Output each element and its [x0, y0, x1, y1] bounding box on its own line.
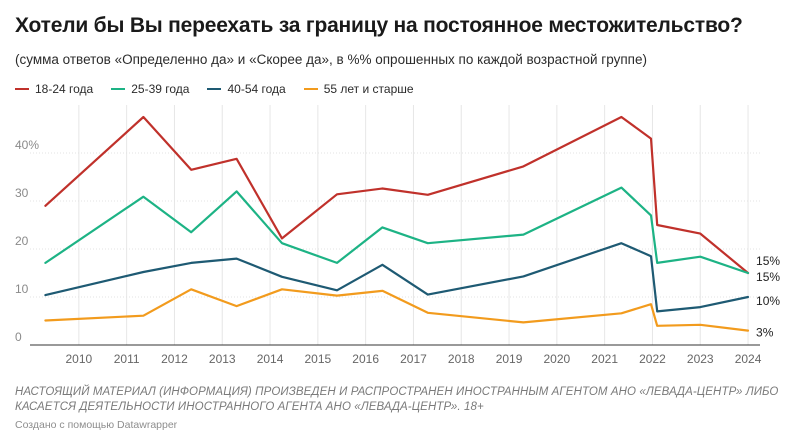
legend-swatch-18-24	[15, 88, 29, 90]
legend-label-40-54: 40-54 года	[227, 82, 286, 96]
x-tick-label: 2011	[114, 352, 140, 366]
series-line-1	[44, 115, 750, 275]
x-tick-label: 2015	[304, 352, 331, 366]
series-end-label-3: 10%	[756, 294, 780, 308]
x-tick-label: 2023	[687, 352, 714, 366]
legend-swatch-25-39	[111, 88, 126, 90]
x-tick-label: 2024	[735, 352, 762, 366]
x-tick-label: 2020	[543, 352, 570, 366]
chart-title: Хотели бы Вы переехать за границу на пос…	[15, 14, 743, 37]
x-tick-label: 2010	[65, 352, 92, 366]
y-tick-label: 40%	[15, 138, 39, 152]
x-tick-label: 2014	[257, 352, 284, 366]
x-tick-label: 2012	[161, 352, 188, 366]
legend-item-25-39: 25-39 года	[111, 82, 189, 96]
series-line-2	[44, 186, 750, 275]
legend-swatch-55-plus	[303, 88, 318, 90]
legend-label-18-24: 18-24 года	[35, 82, 94, 96]
chart-subtitle: (сумма ответов «Определенно да» и «Скоре…	[15, 52, 647, 67]
y-tick-label: 30	[15, 186, 29, 200]
datawrapper-credit: Создано с помощью Datawrapper	[15, 419, 178, 431]
x-tick-label: 2016	[352, 352, 379, 366]
series-line-3	[44, 242, 750, 313]
y-tick-label: 10	[15, 282, 29, 296]
legend-item-40-54: 40-54 года	[207, 82, 286, 96]
x-tick-label: 2018	[448, 352, 475, 366]
series-end-label-4: 3%	[756, 326, 774, 340]
x-tick-label: 2021	[591, 352, 618, 366]
x-tick-label: 2019	[496, 352, 523, 366]
series-line-4	[44, 288, 750, 332]
series-end-label-1: 15%	[756, 254, 780, 268]
series-end-label-2: 15%	[756, 270, 780, 284]
x-tick-label: 2013	[209, 352, 236, 366]
legend-label-25-39: 25-39 года	[131, 82, 190, 96]
series-layer	[44, 115, 750, 332]
legend-item-55-plus: 55 лет и старше	[303, 82, 414, 96]
y-tick-label: 20	[15, 234, 29, 248]
y-tick-label: 0	[15, 330, 22, 344]
legend-item-18-24: 18-24 года	[15, 82, 93, 96]
line-chart: 2010 2011 2012 2013 2014 2015 2016 2017 2018 2019…	[15, 105, 780, 366]
legend-label-55-plus: 55 лет и старше	[323, 82, 414, 96]
chart-legend: 18-24 года 25-39 года 40-54 года 55 лет …	[15, 82, 414, 96]
x-tick-label: 2017	[400, 352, 427, 366]
legend-swatch-40-54	[207, 88, 222, 90]
foreign-agent-notice: НАСТОЯЩИЙ МАТЕРИАЛ (ИНФОРМАЦИЯ) ПРОИЗВЕД…	[15, 386, 779, 413]
x-tick-label: 2022	[639, 352, 666, 366]
label-layer: 2010 2011 2012 2013 2014 2015 2016 2017 2018 2019…	[15, 138, 780, 366]
